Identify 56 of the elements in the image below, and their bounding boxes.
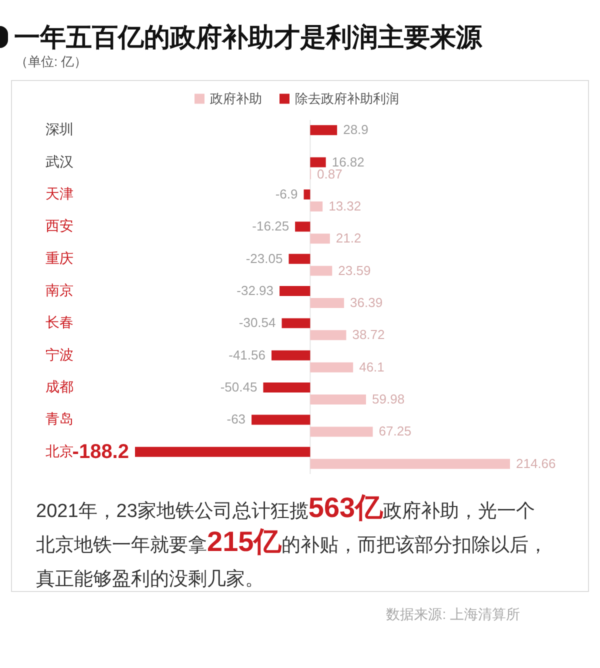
y-tick-label: 天津 [46, 185, 74, 202]
bar [310, 157, 326, 168]
bar [310, 125, 338, 136]
bar [310, 330, 346, 340]
text: 2021年，23家地铁公司总计狂揽563亿政府补助，光一个北京地铁一年就要拿215亿的补贴，而把该部分扣除以后，真正能够盈利的没剩几家。 [36, 492, 548, 590]
y-tick-label: 重庆 [46, 250, 74, 266]
bar [310, 426, 373, 437]
bar [310, 266, 332, 276]
data-label: 59.98 [372, 392, 405, 407]
bar [295, 222, 310, 232]
data-label: -41.56 [228, 347, 266, 362]
bar [310, 362, 354, 372]
chart-subtitle: （单位: 亿） [15, 53, 88, 71]
data-label: 28.9 [343, 122, 368, 138]
bar [263, 382, 310, 393]
chart-title: 一年五百亿的政府补助才是利润主要来源 [14, 21, 482, 53]
data-label: -30.54 [238, 315, 276, 330]
legend-label: 除去政府补助利润 [295, 90, 399, 106]
data-label: 67.25 [378, 424, 412, 439]
data-label: 46.1 [359, 359, 384, 374]
data-label: 13.32 [328, 198, 362, 214]
data-label: -23.05 [246, 250, 283, 266]
data-label: -63 [226, 412, 246, 427]
bar [252, 414, 310, 425]
bar [282, 318, 310, 328]
legend-label: 政府补助 [210, 90, 262, 106]
y-tick-label: 宁波 [46, 346, 74, 362]
source-note: 数据来源: 上海清算所 [386, 605, 520, 623]
data-label: 214.66 [516, 456, 556, 471]
y-tick-label: 青岛 [46, 410, 74, 427]
data-label: -6.9 [275, 186, 298, 202]
bar [272, 350, 310, 360]
y-tick-label: 深圳 [46, 121, 74, 138]
data-label: -32.93 [236, 283, 274, 298]
data-label: -50.45 [220, 380, 258, 395]
data-label: -16.25 [252, 218, 290, 234]
data-label: 21.2 [336, 230, 362, 246]
bar [304, 189, 310, 200]
y-tick-label: 成都 [46, 378, 74, 395]
bar [310, 201, 323, 212]
data-label: 36.39 [350, 294, 383, 310]
data-label: -188.2 [72, 440, 129, 463]
bar [280, 286, 310, 296]
bar [310, 234, 330, 244]
bar [310, 298, 344, 308]
y-tick-label: 西安 [46, 218, 74, 234]
bar [288, 254, 310, 264]
data-label: 38.72 [352, 327, 385, 342]
y-tick-label: 南京 [46, 282, 74, 298]
bar [310, 394, 366, 405]
y-tick-label: 武汉 [46, 153, 74, 170]
y-tick-label: 北京 [46, 442, 74, 459]
y-tick-label: 长春 [46, 314, 74, 330]
bar [310, 458, 510, 469]
data-label: 23.59 [338, 262, 371, 278]
bar [135, 446, 310, 457]
